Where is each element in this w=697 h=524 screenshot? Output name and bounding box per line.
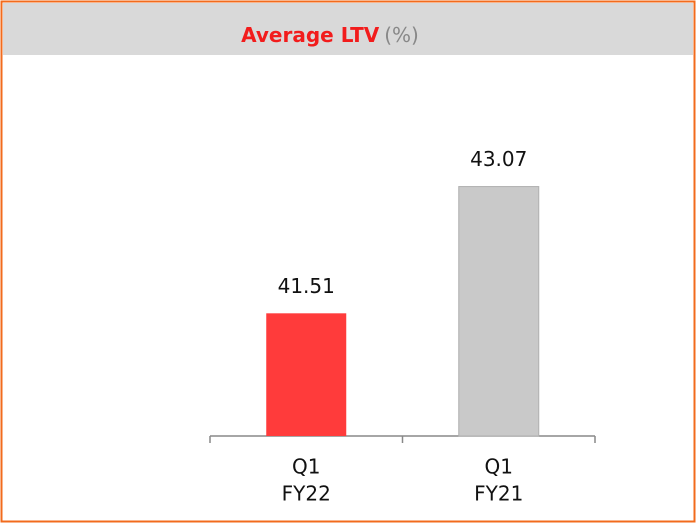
bar bbox=[266, 313, 347, 436]
bar bbox=[458, 186, 540, 437]
value-label: 41.51 bbox=[278, 274, 335, 298]
x-tick-label: FY21 bbox=[474, 482, 523, 506]
chart-title-wrap: Average LTV (%) bbox=[241, 23, 419, 47]
unit: (%) bbox=[384, 23, 419, 47]
x-tick-label: Q1 bbox=[485, 455, 513, 479]
value-label: 43.07 bbox=[470, 147, 527, 171]
x-tick-label: FY22 bbox=[282, 482, 331, 506]
chart-title: Average LTV bbox=[241, 23, 380, 47]
x-tick-label: Q1 bbox=[292, 455, 320, 479]
header-band bbox=[3, 3, 693, 55]
